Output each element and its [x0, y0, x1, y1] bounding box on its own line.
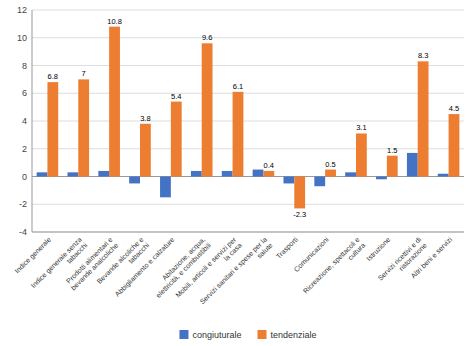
- grid-line: [32, 204, 464, 205]
- bar: [449, 114, 460, 176]
- bar: [140, 124, 151, 177]
- data-label: 5.4: [171, 92, 181, 101]
- bar: [263, 171, 274, 177]
- grid-line: [32, 148, 464, 149]
- y-tick-label: 4: [22, 116, 27, 126]
- data-label: 8.3: [418, 51, 428, 60]
- y-tick-label: 12: [17, 5, 27, 15]
- x-tick-label: Servizi ricettivi e diristorazione: [376, 235, 428, 287]
- legend-label: tendenziale: [271, 330, 317, 340]
- legend-swatch: [179, 330, 188, 339]
- bar: [283, 177, 294, 184]
- bar: [294, 177, 305, 209]
- y-axis: -4 -2 0 2 4 6 8 10 12: [17, 5, 464, 237]
- bars: [37, 27, 460, 209]
- bar: [253, 170, 264, 177]
- bar: [47, 82, 58, 176]
- legend-swatch: [258, 330, 267, 339]
- zero-line: [32, 176, 464, 177]
- bar: [407, 153, 418, 177]
- data-label: 0.4: [264, 161, 274, 170]
- legend-label: congiuturale: [192, 330, 241, 340]
- bar: [129, 177, 140, 184]
- y-tick-label: 8: [22, 61, 27, 71]
- y-tick-label: 10: [17, 33, 27, 43]
- x-tick-label: Istruzione: [365, 236, 391, 262]
- y-tick-label: 6: [22, 88, 27, 98]
- grid-line: [32, 93, 464, 94]
- data-label: -2.3: [293, 210, 306, 219]
- bar: [233, 92, 244, 177]
- x-tick-label: Altri beni e servizi: [409, 235, 453, 279]
- data-label: 9.6: [202, 33, 212, 42]
- bar: [325, 170, 336, 177]
- y-tick-label: -4: [19, 227, 27, 237]
- bar: [98, 171, 109, 177]
- legend: congiuturale tendenziale: [179, 330, 316, 340]
- data-label: 3.8: [140, 114, 150, 123]
- bar: [314, 177, 325, 187]
- y-tick-label: 2: [22, 144, 27, 154]
- bar: [191, 171, 202, 177]
- y-axis-line: [32, 10, 33, 232]
- x-axis-line: [32, 232, 464, 233]
- data-label: 6.1: [233, 82, 243, 91]
- bar: [78, 79, 89, 176]
- legend-item: congiuturale: [179, 330, 241, 340]
- x-axis: Indice generaleIndice generale senzataba…: [13, 235, 453, 311]
- y-tick-label: -2: [19, 199, 27, 209]
- data-label: 4.5: [449, 104, 459, 113]
- bar: [171, 102, 182, 177]
- grid-line: [32, 37, 464, 38]
- data-label: 3.1: [356, 123, 366, 132]
- grid-line: [32, 10, 464, 11]
- data-label: 10.8: [107, 17, 122, 26]
- bar: [387, 156, 398, 177]
- grid-line: [32, 121, 464, 122]
- bar: [418, 61, 429, 176]
- bar: [376, 177, 387, 180]
- bar: [37, 172, 48, 176]
- x-tick-label: Ricreazione, spettacoli ecultura: [302, 236, 367, 301]
- data-labels: 6.8 7 10.8 3.8 5.4 9.6 6.1 0.4 -2.3 0.5 3.1 1.5 8.3 4…: [48, 17, 460, 220]
- bar: [222, 171, 233, 177]
- grid-line: [32, 232, 464, 233]
- bar: [345, 172, 356, 176]
- bar: [438, 174, 449, 177]
- bar: [356, 133, 367, 176]
- bar: [160, 177, 171, 198]
- chart: -4 -2 0 2 4 6 8 10 12 6.8 7 10.8 3.8 5.4 9.6 6.1 0.4 -2.3…: [0, 0, 474, 346]
- bar: [109, 27, 120, 177]
- bar: [202, 43, 213, 176]
- legend-item: tendenziale: [258, 330, 317, 340]
- data-label: 0.5: [325, 160, 335, 169]
- x-tick-label: Servizi sanitari e spese per lasalute: [198, 236, 273, 311]
- grid-line: [32, 176, 464, 177]
- data-label: 6.8: [48, 72, 58, 81]
- x-tick-label: Trasporti: [275, 235, 300, 260]
- data-label: 1.5: [387, 146, 397, 155]
- data-label: 7: [82, 69, 86, 78]
- grid-line: [32, 65, 464, 66]
- y-tick-label: 0: [22, 172, 27, 182]
- bar: [67, 172, 78, 176]
